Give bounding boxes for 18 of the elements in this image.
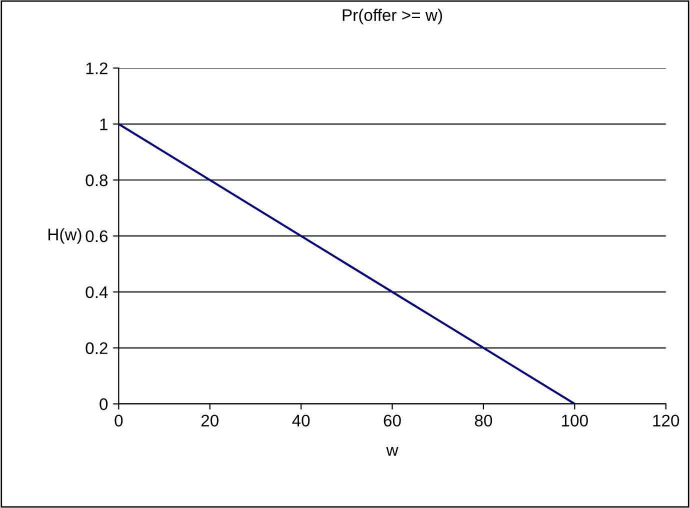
x-axis-title: w [386, 446, 398, 456]
y-tick-label: 0.2 [86, 342, 108, 354]
chart-title: Pr(offer >= w) [342, 8, 442, 24]
x-tick-label: 40 [292, 414, 310, 427]
y-tick-label: 0.6 [86, 230, 108, 242]
y-tick-label: 1 [100, 118, 108, 130]
x-tick-label: 120 [653, 414, 680, 427]
y-axis-title: H(w) [48, 228, 82, 244]
x-tick-label: 100 [562, 414, 588, 427]
x-tick-label: 20 [201, 414, 218, 427]
y-tick-label: 1.2 [86, 62, 108, 74]
y-tick-label: 0.8 [86, 174, 108, 186]
y-tick-label: 0.4 [86, 286, 108, 298]
y-tick-label: 0 [100, 398, 108, 410]
x-tick-label: 0 [114, 414, 123, 427]
x-tick-label: 80 [474, 414, 492, 427]
line-series [118, 122, 576, 404]
x-tick-label: 60 [384, 414, 401, 427]
